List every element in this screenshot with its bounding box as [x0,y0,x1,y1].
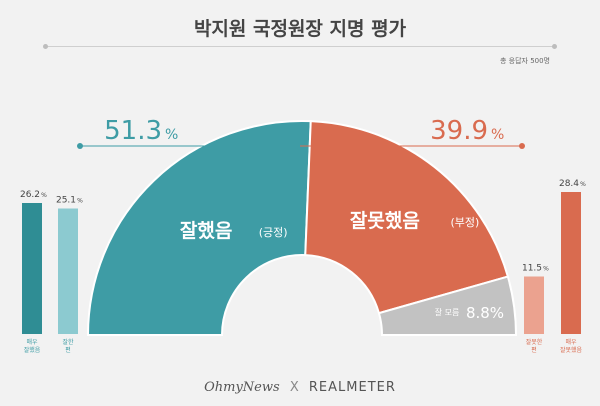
brand-ohmynews: OhmyNews [204,380,280,395]
value-negative-unit: % [491,127,504,143]
brand-separator: X [289,380,299,395]
slice-2 [304,120,510,315]
right-bar-2-label2: 잘못했음 [560,346,583,354]
right-bar-1 [524,276,544,334]
slice-1-sub: (긍정) [259,226,288,239]
leader-dot-positive [77,143,83,149]
leader-dot-negative [519,143,525,149]
right-bar-1-label1: 잘못한 [526,338,543,346]
slice-3-value: 8.8% [466,304,504,322]
chart-title: 박지원 국정원장 지명 평가 [193,18,407,40]
left-bar-1-unit: % [41,192,47,199]
right-bar-2-value: 28.4 [559,179,579,189]
value-positive: 51.3 [104,116,162,146]
slice-1-label: 잘했음 [180,220,232,242]
left-bar-1-value: 26.2 [20,190,40,200]
slice-3 [377,275,518,336]
right-bar-2-unit: % [580,181,586,188]
left-bar-2 [58,208,78,334]
left-bar-2-label2: 편 [65,346,71,354]
slice-1 [86,120,312,336]
slice-2-label: 잘못했음 [350,210,420,232]
right-bar-2-label1: 매우 [565,338,577,346]
left-bar-2-unit: % [77,198,83,205]
left-bar-2-value: 25.1 [56,196,76,206]
value-negative: 39.9 [430,116,488,146]
respondent-note: 총 응답자 500명 [499,57,550,65]
footer: OhmyNews X REALMETER [0,380,600,395]
brand-realmeter: REALMETER [308,380,396,395]
value-positive-unit: % [165,127,178,143]
divider-dot-left [43,44,48,49]
left-bar-1 [22,203,42,334]
divider-dot-right [552,44,557,49]
right-bar-1-unit: % [543,266,549,273]
right-bar-1-value: 11.5 [522,264,542,274]
right-bar-2 [561,192,581,334]
title-divider [45,46,555,47]
left-bar-1-label2: 잘했음 [24,346,41,354]
left-bar-1-label1: 매우 [26,338,38,346]
right-bar-1-label2: 편 [531,346,537,354]
slice-2-sub: (부정) [450,216,479,229]
slice-3-label: 잘 모름 [435,308,460,317]
left-bar-2-label1: 잘한 [62,338,74,346]
